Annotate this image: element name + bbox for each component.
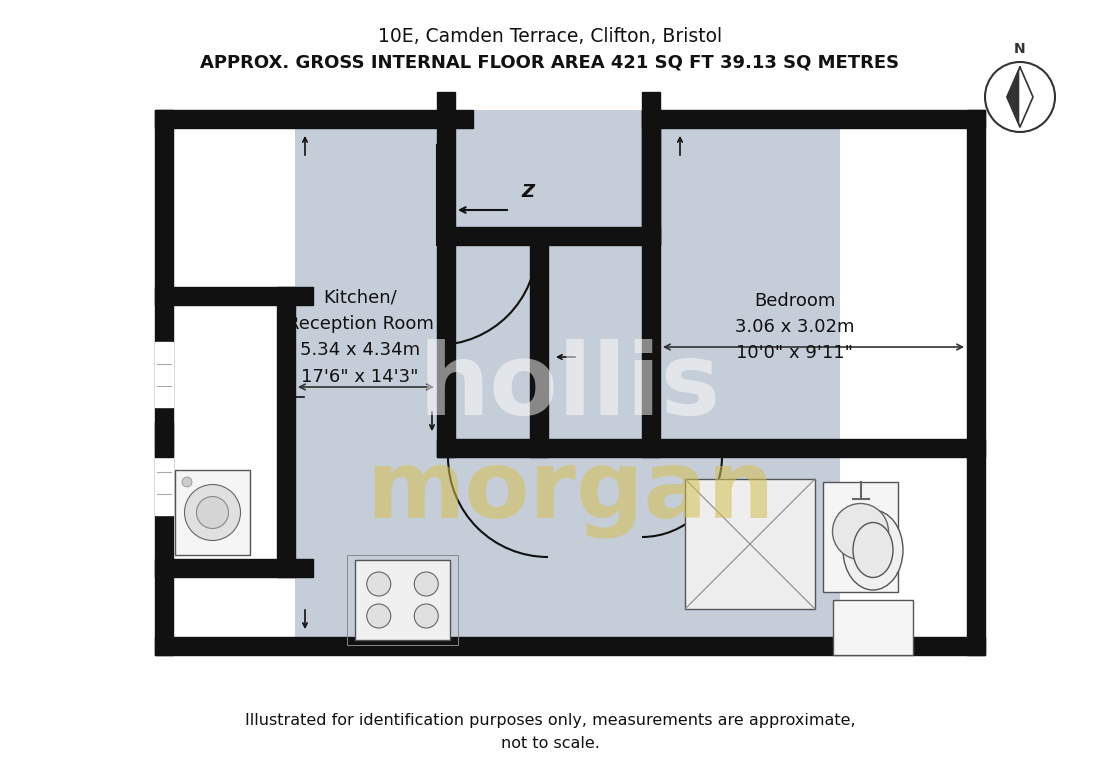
Circle shape [366, 572, 390, 596]
Bar [155, 450, 173, 515]
Circle shape [415, 572, 438, 596]
Bar [155, 110, 473, 128]
Bar [155, 559, 314, 577]
Text: morgan: morgan [365, 446, 774, 538]
Polygon shape [1020, 67, 1033, 127]
Circle shape [185, 485, 241, 541]
Bar [295, 110, 840, 655]
Circle shape [984, 62, 1055, 132]
Circle shape [415, 604, 438, 628]
Bar [277, 287, 295, 577]
Text: hollis: hollis [419, 339, 722, 435]
Bar [642, 110, 984, 128]
Bar [437, 245, 455, 457]
Text: 10E, Camden Terrace, Clifton, Bristol: 10E, Camden Terrace, Clifton, Bristol [378, 27, 722, 47]
Bar [823, 482, 898, 592]
Text: Kitchen/
Reception Room
5.34 x 4.34m
17'6" x 14'3": Kitchen/ Reception Room 5.34 x 4.34m 17'… [287, 288, 433, 385]
Ellipse shape [843, 510, 903, 590]
Bar [175, 470, 250, 555]
Bar [437, 92, 455, 245]
Bar [967, 110, 984, 655]
Bar [155, 287, 314, 305]
Circle shape [182, 477, 192, 487]
Circle shape [366, 604, 390, 628]
Bar [155, 422, 173, 457]
Bar [530, 245, 548, 439]
Bar [155, 342, 173, 407]
Bar [530, 439, 984, 457]
Ellipse shape [852, 522, 893, 577]
Text: APPROX. GROSS INTERNAL FLOOR AREA 421 SQ FT 39.13 SQ METRES: APPROX. GROSS INTERNAL FLOOR AREA 421 SQ… [200, 53, 900, 71]
Text: Z: Z [521, 183, 535, 201]
Polygon shape [1006, 67, 1020, 127]
Bar [355, 560, 450, 640]
Circle shape [833, 503, 889, 559]
Text: Bedroom
3.06 x 3.02m
10'0" x 9'11": Bedroom 3.06 x 3.02m 10'0" x 9'11" [735, 291, 855, 362]
Bar [437, 439, 548, 457]
Bar [155, 110, 173, 655]
Bar [833, 600, 913, 655]
Bar [437, 227, 660, 245]
Text: N: N [1014, 42, 1026, 56]
Circle shape [197, 497, 229, 528]
Bar [346, 555, 458, 645]
Bar [155, 637, 984, 655]
Text: Illustrated for identification purposes only, measurements are approximate,
not : Illustrated for identification purposes … [244, 713, 856, 751]
Bar [642, 110, 660, 457]
Bar [685, 479, 815, 609]
Bar [642, 92, 660, 245]
